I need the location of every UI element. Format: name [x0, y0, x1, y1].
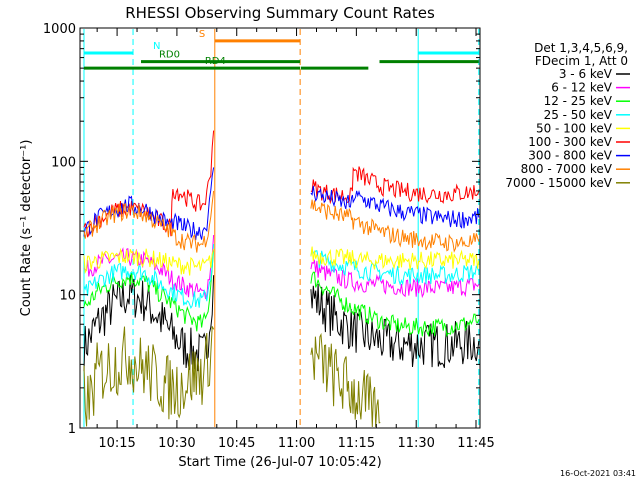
- state-bar-label: N: [153, 41, 160, 52]
- series-line: [310, 258, 480, 299]
- legend-entry-label: 300 - 800 keV: [528, 149, 612, 163]
- legend-entry-label: 50 - 100 keV: [536, 121, 613, 135]
- state-bar-label: RD4: [205, 56, 226, 67]
- x-tick-label: 10:30: [158, 436, 195, 451]
- legend-entry-label: 7000 - 15000 keV: [505, 176, 612, 190]
- y-tick-label: 1000: [43, 22, 76, 37]
- x-tick-label: 11:15: [338, 436, 375, 451]
- x-tick-label: 11:45: [457, 436, 494, 451]
- series-line: [83, 190, 215, 253]
- y-axis-label: Count Rate (s⁻¹ detector⁻¹): [19, 140, 34, 317]
- series-line: [83, 274, 215, 372]
- legend-entry-label: 800 - 7000 keV: [521, 162, 613, 176]
- series-line: [310, 332, 381, 428]
- series-line: [83, 247, 215, 276]
- legend-entry-label: 3 - 6 keV: [559, 67, 613, 81]
- x-tick-label: 11:30: [397, 436, 434, 451]
- legend: Det 1,3,4,5,6,9,FDecim 1, Att 03 - 6 keV…: [505, 41, 630, 190]
- series-line: [83, 130, 215, 238]
- y-tick-label: 10: [59, 289, 76, 304]
- series-line: [310, 185, 480, 229]
- series-line: [83, 326, 215, 427]
- series-line: [310, 283, 480, 368]
- footer-timestamp: 16-Oct-2021 03:41: [560, 469, 636, 478]
- series-line: [310, 199, 480, 253]
- state-bar-label: RD0: [159, 50, 180, 61]
- chart-title: RHESSI Observing Summary Count Rates: [125, 4, 435, 22]
- legend-entry-label: 6 - 12 keV: [551, 81, 613, 95]
- legend-entry-label: 12 - 25 keV: [544, 94, 613, 108]
- series-line: [83, 234, 215, 300]
- x-axis-label: Start Time (26-Jul-07 10:05:42): [178, 455, 381, 470]
- y-axis: 1 10 100 1000: [43, 22, 480, 437]
- x-tick-label: 11:00: [278, 436, 315, 451]
- series-line: [310, 247, 480, 286]
- x-axis: 10:15 10:30 10:45 11:00 11:15 11:30 11:45: [96, 28, 495, 451]
- state-bar-label: S: [199, 29, 205, 40]
- state-bars: N S RD0 RD4: [83, 29, 479, 70]
- series-line: [310, 271, 480, 338]
- plot-frame: [79, 27, 481, 429]
- series-line: [310, 246, 480, 270]
- legend-entry-label: 100 - 300 keV: [528, 135, 612, 149]
- y-tick-label: 1: [68, 422, 76, 437]
- legend-header: FDecim 1, Att 0: [535, 54, 628, 68]
- legend-entry-label: 25 - 50 keV: [544, 108, 613, 122]
- plot-area: N S RD0 RD4: [79, 27, 481, 429]
- legend-header: Det 1,3,4,5,6,9,: [534, 41, 628, 55]
- series-line: [83, 167, 215, 241]
- y-tick-label: 100: [51, 155, 76, 170]
- x-tick-label: 10:15: [98, 436, 135, 451]
- series-group: [83, 130, 480, 428]
- x-tick-label: 10:45: [218, 436, 255, 451]
- series-line: [83, 243, 215, 310]
